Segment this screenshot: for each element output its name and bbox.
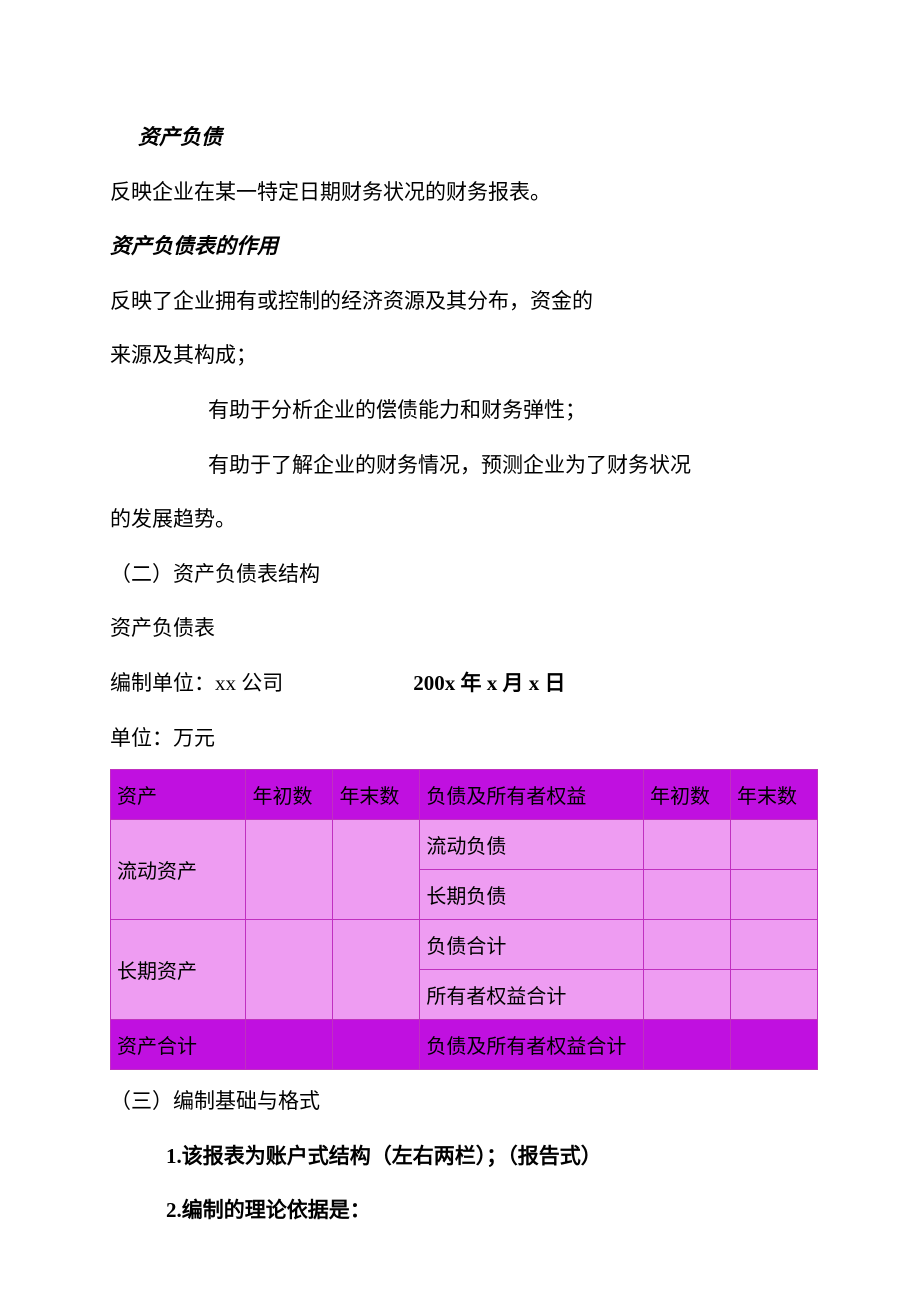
cell-empty (246, 920, 333, 1020)
paragraph-function-1b: 来源及其构成； (110, 328, 810, 383)
cell-empty (643, 920, 730, 970)
paragraph-function-3a: 有助于了解企业的财务情况，预测企业为了财务状况 (110, 438, 810, 493)
cell-empty (333, 920, 420, 1020)
heading-assets-liabilities: 资产负债 (110, 110, 810, 165)
cell-total-assets: 资产合计 (111, 1020, 246, 1070)
cell-empty (730, 1020, 817, 1070)
paragraph-function-3b: 的发展趋势。 (110, 492, 810, 547)
cell-empty (643, 820, 730, 870)
th-asset: 资产 (111, 770, 246, 820)
th-end-1: 年末数 (333, 770, 420, 820)
th-end-2: 年末数 (730, 770, 817, 820)
table-row: 流动资产 流动负债 (111, 820, 818, 870)
cell-empty (730, 970, 817, 1020)
cell-empty (246, 1020, 333, 1070)
cell-longterm-liabilities: 长期负债 (420, 870, 644, 920)
paragraph-definition: 反映企业在某一特定日期财务状况的财务报表。 (110, 165, 810, 220)
th-begin-1: 年初数 (246, 770, 333, 820)
cell-longterm-assets: 长期资产 (111, 920, 246, 1020)
cell-empty (333, 1020, 420, 1070)
cell-empty (643, 970, 730, 1020)
list-item-1: 1.该报表为账户式结构（左右两栏）；（报告式） (110, 1129, 810, 1184)
unit-label: 单位：万元 (110, 711, 810, 766)
paragraph-function-2: 有助于分析企业的偿债能力和财务弹性； (110, 383, 810, 438)
cell-empty (730, 920, 817, 970)
date-label: 200x 年 x 月 x 日 (283, 656, 565, 711)
table-row: 长期资产 负债合计 (111, 920, 818, 970)
cell-empty (333, 820, 420, 920)
cell-current-liabilities: 流动负债 (420, 820, 644, 870)
paragraph-function-1a: 反映了企业拥有或控制的经济资源及其分布，资金的 (110, 274, 810, 329)
cell-empty (643, 870, 730, 920)
cell-empty (730, 820, 817, 870)
section-2-heading: （二）资产负债表结构 (110, 547, 810, 602)
cell-empty (730, 870, 817, 920)
table-title: 资产负债表 (110, 601, 810, 656)
balance-sheet-table: 资产 年初数 年末数 负债及所有者权益 年初数 年末数 流动资产 流动负债 长期… (110, 769, 818, 1070)
table-header-row: 资产 年初数 年末数 负债及所有者权益 年初数 年末数 (111, 770, 818, 820)
compiler-label: 编制单位：xx 公司 (110, 656, 283, 711)
th-begin-2: 年初数 (643, 770, 730, 820)
table-meta-line: 编制单位：xx 公司 200x 年 x 月 x 日 (110, 656, 810, 711)
cell-empty (246, 820, 333, 920)
cell-total-equity: 所有者权益合计 (420, 970, 644, 1020)
cell-current-assets: 流动资产 (111, 820, 246, 920)
section-3-heading: （三）编制基础与格式 (110, 1074, 810, 1129)
list-item-2: 2.编制的理论依据是： (110, 1183, 810, 1238)
cell-total-liabilities: 负债合计 (420, 920, 644, 970)
table-row: 资产合计 负债及所有者权益合计 (111, 1020, 818, 1070)
document-page: 资产负债 反映企业在某一特定日期财务状况的财务报表。 资产负债表的作用 反映了企… (0, 0, 920, 1298)
cell-empty (643, 1020, 730, 1070)
th-liability: 负债及所有者权益 (420, 770, 644, 820)
cell-total-liab-equity: 负债及所有者权益合计 (420, 1020, 644, 1070)
heading-function: 资产负债表的作用 (110, 219, 810, 274)
